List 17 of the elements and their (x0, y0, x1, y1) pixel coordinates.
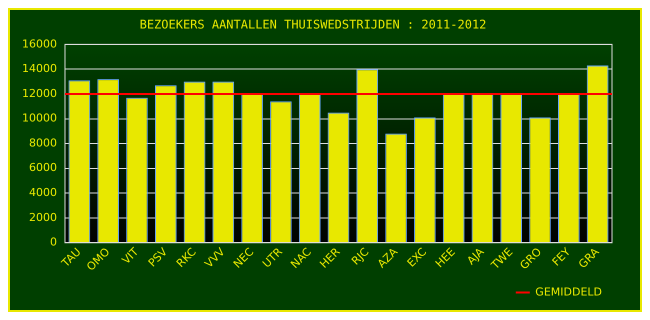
x-tick-label: TAU (58, 245, 84, 270)
x-tick-label: UTR (260, 245, 286, 270)
x-tick-label: RJC (349, 245, 372, 268)
y-tick-label: 14000 (22, 62, 57, 76)
x-tick-label: GRA (576, 244, 602, 271)
chart-title: BEZOEKERS AANTALLEN THUISWEDSTRIJDEN : 2011-2012 (140, 17, 486, 32)
y-tick-label: 6000 (28, 161, 57, 174)
y-tick-label: 12000 (22, 86, 57, 100)
x-tick-label: VIT (120, 245, 142, 267)
y-tick-label: 8000 (28, 136, 57, 150)
y-tick-label: 10000 (22, 112, 57, 125)
y-tick-label: 2000 (28, 210, 57, 224)
x-tick-label: AJA (464, 245, 487, 268)
y-tick-label: 0 (50, 236, 57, 249)
legend-label: GEMIDDELD (535, 285, 602, 298)
y-tick-label: 16000 (22, 37, 57, 50)
y-tick-label: 4000 (28, 186, 57, 199)
